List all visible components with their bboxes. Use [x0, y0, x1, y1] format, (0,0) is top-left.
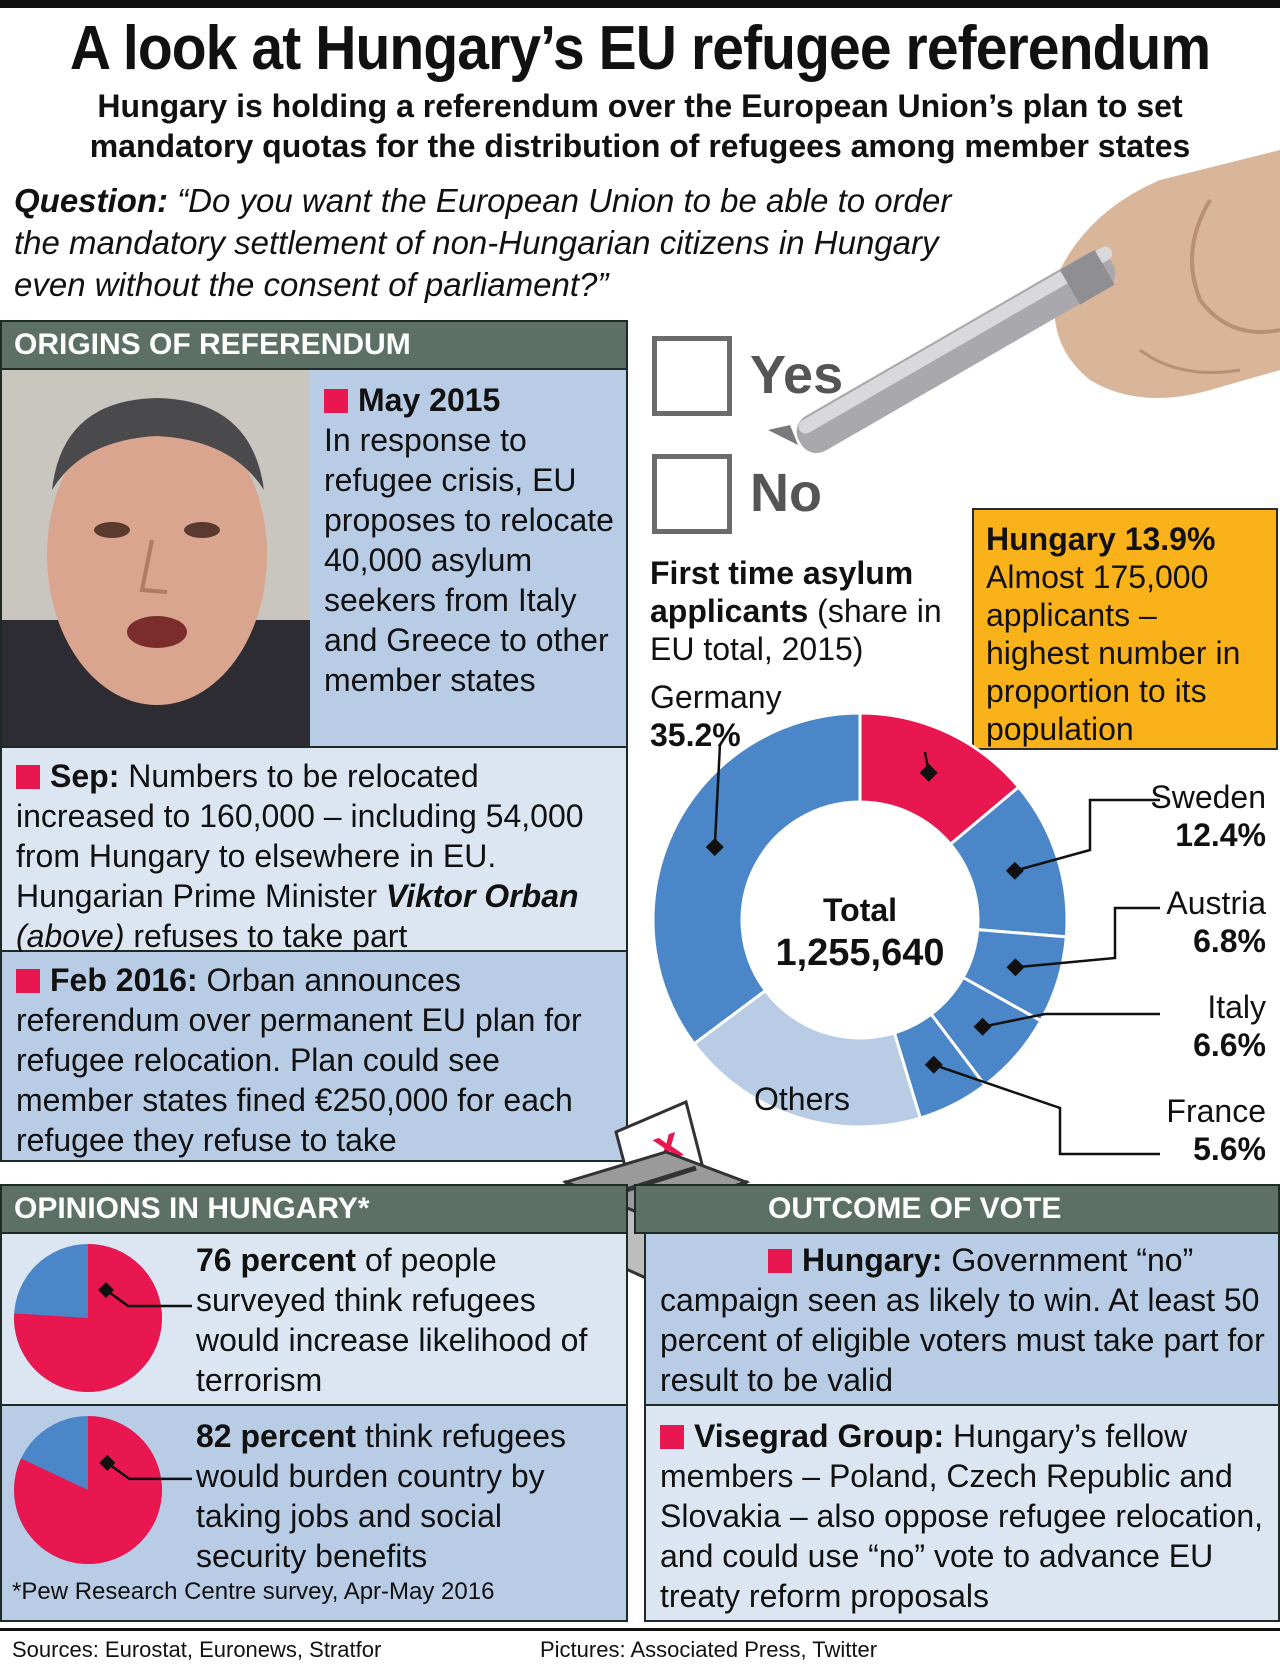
sweden-value: 12.4%	[1175, 817, 1266, 853]
footer-sources: Sources: Eurostat, Euronews, Stratfor	[12, 1637, 382, 1662]
hungary-callout-text: Almost 175,000 applicants – highest numb…	[986, 559, 1241, 747]
origins-heading: ORIGINS OF REFERENDUM	[0, 320, 628, 370]
orban-photo	[2, 370, 310, 746]
france-label: France	[1166, 1093, 1266, 1129]
opinion-2-panel: 82 percent think refugees would burden c…	[0, 1406, 628, 1622]
others-label: Others	[754, 1081, 851, 1117]
leader-marker-hungary	[919, 763, 938, 782]
outcome-1-panel: Hungary: Government “no” campaign seen a…	[644, 1234, 1280, 1406]
leader-marker-italy	[973, 1017, 992, 1036]
outcome-1-text: Hungary: Government “no” campaign seen a…	[660, 1242, 1265, 1398]
bullet-square-icon	[16, 969, 40, 993]
outcome-2-panel: Visegrad Group: Hungary’s fellow members…	[644, 1406, 1280, 1622]
top-rule	[0, 0, 1280, 8]
outcome-2-text: Visegrad Group: Hungary’s fellow members…	[660, 1418, 1264, 1614]
austria-label: Austria	[1166, 885, 1266, 921]
donut-slice-france	[892, 1012, 987, 1120]
hungary-callout-title: Hungary 13.9%	[986, 521, 1216, 557]
austria-value: 6.8%	[1193, 923, 1266, 959]
yes-checkbox	[652, 336, 732, 416]
footer-pictures: Pictures: Associated Press, Twitter	[540, 1637, 878, 1662]
feb-text: Feb 2016: Orban announces referendum ove…	[16, 962, 582, 1158]
hand-pen-illustration	[768, 150, 1280, 454]
pie-leader-marker	[98, 1282, 115, 1299]
pie-leader-line	[106, 1461, 192, 1481]
france-value: 5.6%	[1193, 1131, 1266, 1167]
survey-footnote: *Pew Research Centre survey, Apr-May 201…	[12, 1578, 495, 1605]
leader-marker-sweden	[1005, 861, 1024, 880]
germany-label: Germany	[650, 679, 782, 715]
may-2015-title: May 2015	[324, 380, 620, 420]
bullet-square-icon	[16, 765, 40, 789]
no-label: No	[750, 463, 822, 523]
terrorism-pie-chart	[13, 1244, 192, 1392]
pie-leader-marker	[99, 1454, 116, 1471]
outcome-heading: OUTCOME OF VOTE	[634, 1184, 1280, 1234]
yes-label: Yes	[750, 345, 844, 405]
page-title: A look at Hungary’s EU refugee referendu…	[69, 14, 1211, 83]
opinion-1-panel: 76 percent of people surveyed think refu…	[0, 1234, 628, 1406]
footer-rule	[0, 1628, 1280, 1631]
donut-slice-italy	[929, 975, 1043, 1088]
opinions-heading: OPINIONS IN HUNGARY*	[0, 1184, 628, 1234]
leader-marker-france	[924, 1055, 943, 1074]
may-2015-text: In response to refugee crisis, EU propos…	[324, 422, 614, 698]
italy-value: 6.6%	[1193, 1027, 1266, 1063]
leader-marker-germany	[705, 838, 724, 857]
bullet-square-icon	[768, 1249, 792, 1273]
germany-value: 35.2%	[650, 717, 741, 753]
opinion-1-text: 76 percent of people surveyed think refu…	[196, 1242, 588, 1398]
burden-pie-chart	[13, 1416, 192, 1564]
referendum-question: Question: “Do you want the European Unio…	[14, 180, 954, 306]
total-value: 1,255,640	[775, 932, 945, 974]
question-label: Question:	[14, 182, 168, 219]
pie-percent-slice	[13, 1244, 163, 1392]
total-label: Total	[822, 892, 898, 928]
donut-slice-germany	[651, 711, 862, 1046]
sweden-label: Sweden	[1150, 779, 1266, 815]
page-subtitle: Hungary is holding a referendum over the…	[89, 88, 1191, 164]
origins-feb-panel: Feb 2016: Orban announces referendum ove…	[0, 952, 628, 1162]
leader-line-hungary	[923, 751, 930, 773]
sep-text: Sep: Numbers to be relocated increased t…	[16, 758, 584, 954]
hungary-callout: Hungary 13.9% Almost 175,000 applicants …	[972, 508, 1278, 750]
italy-label: Italy	[1207, 989, 1266, 1025]
asylum-heading: First time asylum applicants (share in E…	[650, 555, 942, 667]
origins-may-panel: May 2015 In response to refugee crisis, …	[0, 370, 628, 748]
origins-sep-panel: Sep: Numbers to be relocated increased t…	[0, 748, 628, 954]
question-text: “Do you want the European Union to be ab…	[14, 182, 952, 303]
no-checkbox	[652, 454, 732, 534]
bullet-square-icon	[324, 389, 348, 413]
leader-line-germany	[713, 743, 722, 848]
pie-leader-line	[105, 1289, 192, 1308]
pie-percent-slice	[13, 1416, 162, 1564]
leader-marker-austria	[1006, 958, 1025, 977]
viktor-orban-name: Viktor Orban	[385, 878, 579, 914]
bullet-square-icon	[660, 1425, 684, 1449]
opinion-2-text: 82 percent think refugees would burden c…	[196, 1418, 566, 1574]
